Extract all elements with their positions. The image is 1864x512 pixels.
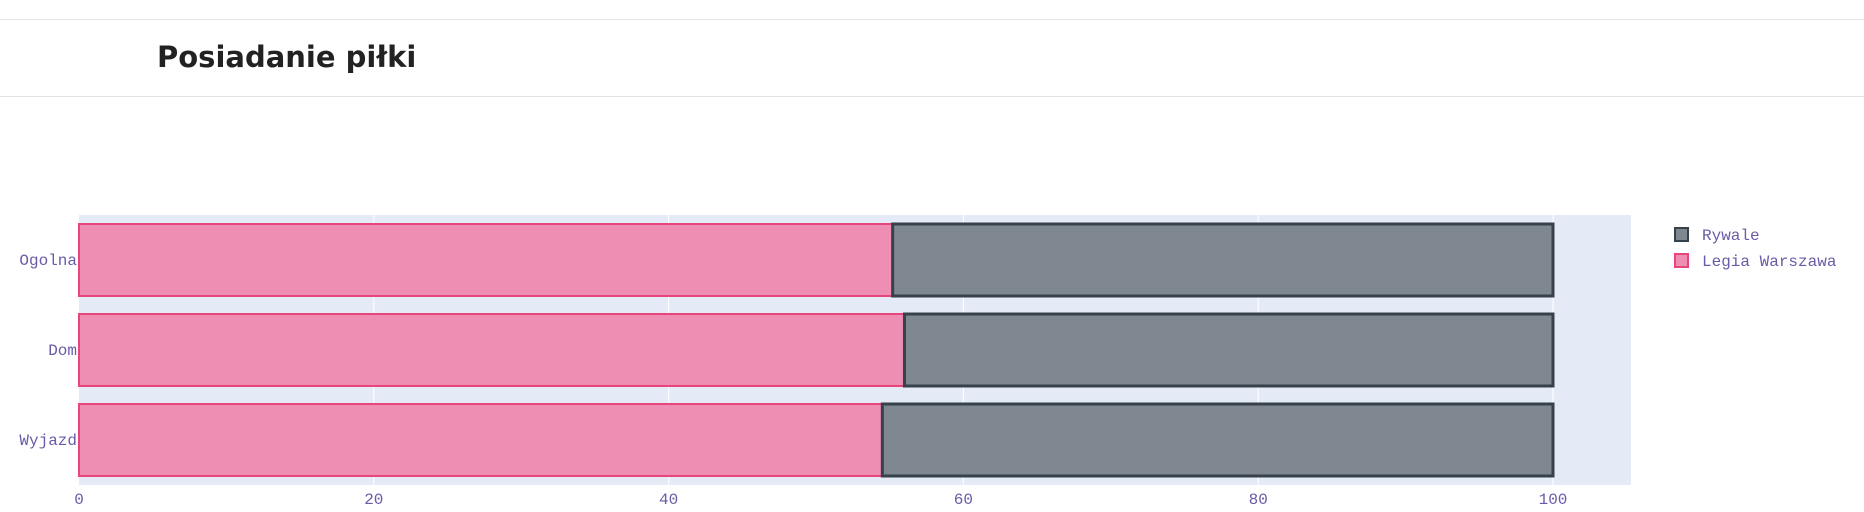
bar-legia-warszawa-wyjazd[interactable] bbox=[78, 403, 884, 477]
y-axis-ticks: Ogolna Dom Wyjazd bbox=[19, 252, 77, 450]
legend-item-legia-warszawa[interactable]: Legia Warszawa bbox=[1674, 253, 1837, 271]
bars bbox=[78, 222, 1555, 478]
x-tick-label: 0 bbox=[74, 491, 84, 509]
x-axis-ticks: 0 20 40 60 80 100 bbox=[74, 491, 1567, 509]
y-tick-label: Dom bbox=[48, 342, 77, 360]
legend-swatch bbox=[1674, 253, 1689, 268]
bar-legia-warszawa-ogolna[interactable] bbox=[78, 223, 894, 297]
y-tick-label: Wyjazd bbox=[19, 432, 77, 450]
y-tick-label: Ogolna bbox=[19, 252, 77, 270]
legend[interactable]: Rywale Legia Warszawa bbox=[1674, 227, 1837, 271]
x-tick-label: 60 bbox=[954, 491, 973, 509]
x-tick-label: 20 bbox=[364, 491, 383, 509]
bar-rywale-dom[interactable] bbox=[902, 312, 1555, 388]
legend-label: Rywale bbox=[1702, 227, 1760, 245]
bar-legia-warszawa-dom[interactable] bbox=[78, 313, 906, 387]
legend-label: Legia Warszawa bbox=[1702, 253, 1837, 271]
legend-item-rywale[interactable]: Rywale bbox=[1674, 227, 1760, 245]
bar-rywale-wyjazd[interactable] bbox=[880, 402, 1555, 478]
chart-header: Posiadanie piłki bbox=[0, 19, 1864, 97]
x-tick-label: 80 bbox=[1249, 491, 1268, 509]
page-title: Posiadanie piłki bbox=[157, 40, 417, 74]
bar-rywale-ogolna[interactable] bbox=[891, 222, 1555, 298]
legend-swatch bbox=[1674, 227, 1689, 242]
x-tick-label: 40 bbox=[659, 491, 678, 509]
x-tick-label: 100 bbox=[1539, 491, 1568, 509]
